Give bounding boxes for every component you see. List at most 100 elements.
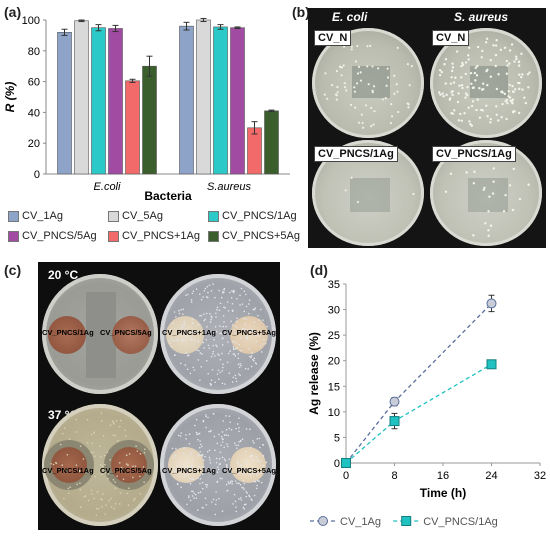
- disk: [112, 316, 150, 354]
- colony: [258, 480, 260, 483]
- colony: [468, 120, 471, 123]
- colony: [449, 172, 453, 175]
- x-axis-label: Bacteria: [144, 189, 192, 200]
- disk-label: CV_PNCS/5Ag: [100, 328, 152, 337]
- colony: [263, 339, 265, 341]
- colony: [238, 417, 240, 419]
- colony: [181, 326, 184, 329]
- colony: [55, 462, 58, 465]
- colony: [495, 39, 498, 42]
- legend-label: CV_1Ag: [340, 516, 381, 528]
- colony: [113, 422, 115, 425]
- colony: [232, 346, 235, 348]
- colony: [517, 111, 521, 115]
- colony: [212, 413, 215, 415]
- colony: [259, 345, 262, 348]
- colony: [494, 64, 497, 68]
- colony: [189, 499, 192, 502]
- y-tick-label: 40: [28, 107, 40, 119]
- colony: [235, 342, 237, 344]
- colony: [207, 344, 210, 347]
- colony: [221, 332, 224, 334]
- colony: [212, 344, 215, 347]
- disk: [48, 316, 86, 354]
- legend-label: CV_1Ag: [22, 210, 63, 222]
- colony: [460, 64, 463, 68]
- colony: [175, 316, 177, 318]
- colony: [225, 415, 227, 417]
- colony: [214, 449, 216, 452]
- colony: [480, 88, 484, 91]
- legend-item: CV_5Ag: [108, 210, 163, 222]
- colony: [458, 84, 461, 87]
- colony: [248, 347, 250, 350]
- colony: [109, 459, 111, 461]
- colony: [128, 453, 131, 455]
- colony: [487, 234, 490, 237]
- colony: [406, 62, 410, 66]
- colony: [205, 312, 208, 315]
- colony: [179, 435, 182, 437]
- colony: [239, 374, 241, 377]
- colony: [174, 454, 177, 457]
- colony: [336, 85, 339, 89]
- colony: [237, 363, 240, 366]
- colony: [235, 510, 238, 513]
- colony: [246, 335, 248, 338]
- colony: [120, 469, 123, 472]
- colony: [251, 352, 254, 354]
- colony: [473, 71, 477, 75]
- colony: [248, 495, 251, 498]
- colony: [243, 482, 246, 485]
- colony: [256, 438, 259, 440]
- colony: [212, 333, 214, 336]
- colony: [212, 350, 215, 353]
- colony: [219, 332, 221, 335]
- colony: [214, 381, 217, 384]
- colony: [251, 329, 253, 332]
- colony: [143, 481, 145, 483]
- colony: [262, 464, 265, 467]
- colony: [324, 72, 327, 75]
- colony: [478, 87, 481, 90]
- colony: [188, 433, 191, 435]
- colony: [393, 74, 396, 77]
- colony: [243, 471, 246, 474]
- colony: [79, 482, 81, 485]
- colony: [520, 75, 523, 79]
- colony: [236, 447, 238, 450]
- colony: [218, 433, 220, 436]
- colony: [191, 478, 193, 481]
- colony: [258, 437, 261, 440]
- colony: [197, 492, 200, 494]
- colony: [191, 318, 194, 321]
- colony: [199, 478, 202, 480]
- colony: [460, 76, 463, 79]
- colony: [467, 46, 471, 50]
- colony: [88, 471, 90, 473]
- colony: [112, 421, 115, 424]
- colony: [195, 431, 198, 434]
- colony: [202, 459, 205, 462]
- colony: [171, 447, 174, 450]
- colony: [201, 353, 203, 355]
- colony: [61, 432, 64, 435]
- colony: [210, 429, 212, 432]
- colony: [335, 98, 338, 101]
- colony: [464, 96, 467, 99]
- legend-label: CV_PNCS/1Ag: [423, 516, 498, 528]
- colony: [186, 368, 189, 371]
- colony: [223, 321, 225, 323]
- colony: [191, 459, 194, 461]
- colony: [256, 479, 259, 482]
- colony: [239, 337, 242, 339]
- colony: [396, 90, 399, 93]
- colony: [245, 305, 248, 308]
- colony: [255, 363, 258, 365]
- grid-mark: [350, 178, 390, 212]
- colony: [517, 64, 521, 67]
- colony: [354, 60, 358, 63]
- plate-saureus-control: [430, 28, 542, 138]
- colony: [489, 121, 492, 124]
- colony: [173, 470, 175, 472]
